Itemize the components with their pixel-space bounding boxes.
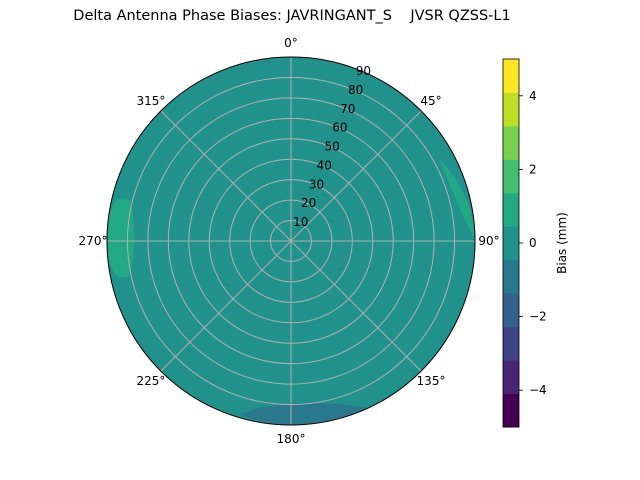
radial-tick-label: 30	[309, 177, 324, 191]
colorbar-tick-label: −2	[529, 310, 547, 324]
radial-tick-label: 90	[356, 64, 371, 78]
colorbar-segment	[503, 259, 519, 294]
radial-tick-label: 40	[317, 158, 332, 172]
grid-spoke	[160, 110, 292, 242]
radial-tick-label: 50	[324, 140, 339, 154]
angular-tick-label: 45°	[420, 94, 441, 108]
contour-south-band	[160, 324, 449, 425]
colorbar-tick-label: 2	[529, 162, 537, 176]
grid-spoke	[290, 110, 422, 242]
colorbar	[502, 58, 520, 428]
colorbar-segment	[503, 59, 519, 93]
colorbar-segment	[503, 360, 519, 395]
colorbar-segment	[503, 125, 519, 160]
radial-tick-label: 70	[340, 102, 355, 116]
colorbar-segment	[503, 293, 519, 328]
colorbar-segment	[503, 92, 519, 127]
radial-tick-label: 20	[301, 196, 316, 210]
angular-tick-label: 180°	[277, 432, 306, 446]
grid-spoke	[160, 240, 292, 372]
angular-tick-label: 315°	[137, 94, 166, 108]
angular-tick-labels: 0° 45° 90° 135° 180° 225° 270° 315°	[79, 36, 500, 446]
colorbar-segment	[503, 226, 519, 261]
radial-tick-label: 80	[348, 83, 363, 97]
colorbar-label: Bias (mm)	[555, 212, 569, 274]
polar-grid	[106, 56, 476, 426]
colorbar-segment	[503, 159, 519, 194]
plot-border	[106, 56, 476, 426]
colorbar-ticks: −4 −2 0 2 4	[519, 89, 547, 397]
angular-tick-label: 90°	[478, 234, 499, 248]
colorbar-tick-label: 4	[529, 89, 537, 103]
angular-tick-label: 0°	[284, 36, 298, 50]
grid-spoke	[290, 240, 422, 372]
radial-tick-label: 60	[332, 121, 347, 135]
radial-tick-labels: 10 20 30 40 50 60 70 80 90	[293, 64, 371, 229]
chart-title: Delta Antenna Phase Biases: JAVRINGANT_S…	[73, 8, 511, 24]
radial-tick-label: 10	[293, 215, 308, 229]
contour-west-edge	[107, 198, 135, 278]
colorbar-tick-label: −4	[529, 383, 547, 397]
colorbar-segment	[503, 326, 519, 361]
colorbar-segment	[503, 393, 519, 428]
angular-tick-label: 225°	[137, 374, 166, 388]
contour-east-edge	[440, 160, 475, 241]
angular-tick-label: 135°	[417, 374, 446, 388]
colorbar-tick-label: 0	[529, 236, 537, 250]
angular-tick-label: 270°	[79, 234, 108, 248]
colorbar-segment	[503, 192, 519, 227]
